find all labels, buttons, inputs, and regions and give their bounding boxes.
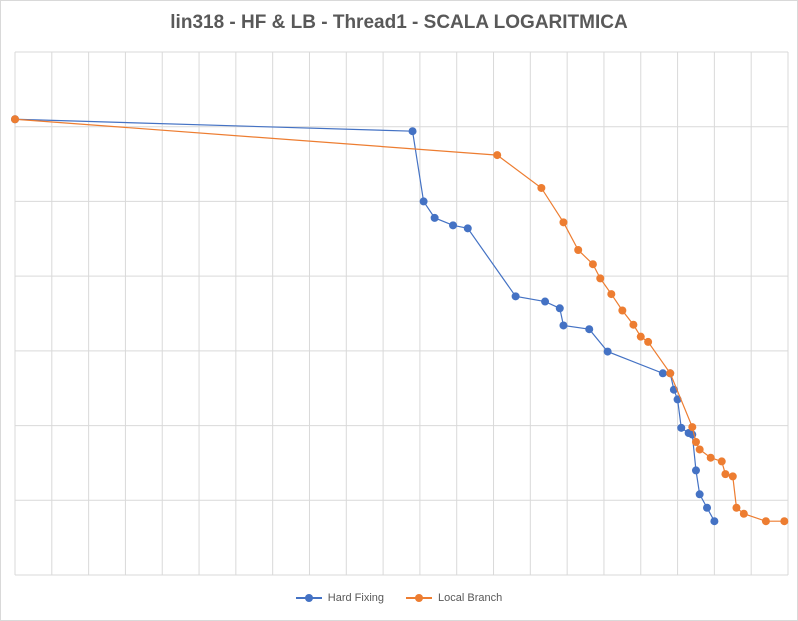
data-point-local-branch bbox=[588, 260, 597, 269]
data-point-local-branch bbox=[629, 320, 638, 329]
data-point-local-branch bbox=[691, 438, 700, 447]
series-layer bbox=[11, 115, 789, 526]
data-point-hard-fixing bbox=[585, 325, 594, 334]
data-point-local-branch bbox=[636, 332, 645, 341]
series-hard-fixing bbox=[11, 115, 719, 526]
data-point-local-branch bbox=[721, 470, 730, 479]
data-point-local-branch bbox=[732, 503, 741, 512]
data-point-local-branch bbox=[728, 472, 737, 481]
data-point-local-branch bbox=[780, 517, 789, 526]
data-point-hard-fixing bbox=[695, 490, 704, 499]
data-point-hard-fixing bbox=[511, 292, 520, 301]
data-point-local-branch bbox=[666, 369, 675, 378]
data-point-hard-fixing bbox=[691, 466, 700, 475]
legend-marker-local-branch bbox=[406, 594, 433, 602]
legend-label-local-branch: Local Branch bbox=[438, 592, 503, 604]
series-local-branch bbox=[11, 115, 789, 526]
data-point-hard-fixing bbox=[419, 197, 428, 206]
data-point-hard-fixing bbox=[559, 321, 568, 330]
data-point-local-branch bbox=[574, 245, 583, 254]
data-point-hard-fixing bbox=[408, 127, 417, 136]
data-point-hard-fixing bbox=[449, 221, 458, 230]
chart-title: lin318 - HF & LB - Thread1 - SCALA LOGAR… bbox=[170, 12, 628, 33]
legend-marker-hard-fixing bbox=[295, 594, 322, 602]
data-point-hard-fixing bbox=[658, 369, 667, 378]
data-point-local-branch bbox=[739, 509, 748, 518]
data-point-hard-fixing bbox=[603, 347, 612, 356]
data-point-hard-fixing bbox=[430, 213, 439, 222]
data-point-local-branch bbox=[11, 115, 19, 124]
legend-item-hard-fixing: Hard Fixing bbox=[295, 592, 385, 604]
legend-label-hard-fixing: Hard Fixing bbox=[327, 592, 385, 604]
data-point-hard-fixing bbox=[555, 304, 564, 313]
data-point-local-branch bbox=[644, 337, 653, 346]
data-point-local-branch bbox=[717, 457, 726, 466]
data-point-hard-fixing bbox=[677, 423, 686, 432]
data-point-hard-fixing bbox=[541, 297, 550, 306]
gridlines bbox=[14, 51, 789, 576]
legend-item-local-branch: Local Branch bbox=[406, 592, 502, 604]
data-point-local-branch bbox=[695, 445, 704, 454]
data-point-hard-fixing bbox=[710, 517, 719, 526]
data-point-local-branch bbox=[761, 517, 770, 526]
data-point-local-branch bbox=[618, 306, 627, 315]
data-point-local-branch bbox=[688, 423, 697, 432]
data-point-local-branch bbox=[493, 151, 502, 160]
data-point-local-branch bbox=[706, 453, 715, 462]
data-point-hard-fixing bbox=[703, 503, 712, 512]
data-point-local-branch bbox=[559, 218, 568, 227]
data-point-hard-fixing bbox=[463, 224, 472, 233]
legend: Hard Fixing Local Branch bbox=[0, 592, 798, 604]
series-line-local-branch bbox=[14, 118, 785, 522]
data-point-local-branch bbox=[607, 290, 616, 299]
series-line-hard-fixing bbox=[14, 118, 715, 522]
data-point-local-branch bbox=[537, 183, 546, 192]
data-point-local-branch bbox=[596, 274, 605, 283]
